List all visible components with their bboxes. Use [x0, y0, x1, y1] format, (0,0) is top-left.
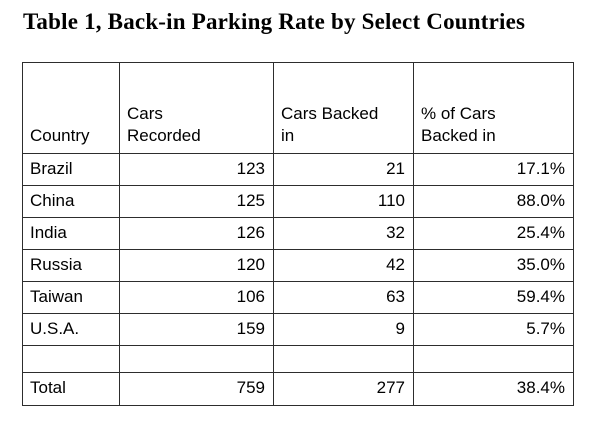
- cars-backed-in-cell: 32: [273, 217, 414, 250]
- empty-row: [22, 345, 574, 373]
- country-cell: U.S.A.: [22, 313, 120, 346]
- table-row-brazil: Brazil 123 21 17.1%: [22, 153, 574, 186]
- table-row-usa: U.S.A. 159 9 5.7%: [22, 313, 574, 346]
- total-pct-backed-in-cell: 38.4%: [413, 372, 574, 406]
- col-header-cars-backed-in: Cars Backed in: [273, 62, 414, 154]
- table-row-russia: Russia 120 42 35.0%: [22, 249, 574, 282]
- cars-backed-in-cell: 63: [273, 281, 414, 314]
- pct-backed-in-cell: 59.4%: [413, 281, 574, 314]
- parking-rate-table: Country Cars Recorded Cars Backed in % o…: [22, 62, 574, 406]
- empty-cell: [119, 345, 274, 373]
- empty-cell: [273, 345, 414, 373]
- col-header-pct-backed-in: % of Cars Backed in: [413, 62, 574, 154]
- col-header-country: Country: [22, 62, 120, 154]
- country-cell: China: [22, 185, 120, 218]
- cars-recorded-cell: 120: [119, 249, 274, 282]
- empty-cell: [22, 345, 120, 373]
- table-row-taiwan: Taiwan 106 63 59.4%: [22, 281, 574, 314]
- table-title: Table 1, Back-in Parking Rate by Select …: [23, 9, 526, 34]
- cars-recorded-cell: 106: [119, 281, 274, 314]
- pct-backed-in-cell: 25.4%: [413, 217, 574, 250]
- table-row-china: China 125 110 88.0%: [22, 185, 574, 218]
- cars-backed-in-cell: 9: [273, 313, 414, 346]
- cars-backed-in-cell: 21: [273, 153, 414, 186]
- col-header-cars-recorded: Cars Recorded: [119, 62, 274, 154]
- country-cell: Brazil: [22, 153, 120, 186]
- cars-backed-in-cell: 42: [273, 249, 414, 282]
- table-row-india: India 126 32 25.4%: [22, 217, 574, 250]
- country-cell: Taiwan: [22, 281, 120, 314]
- cars-recorded-cell: 123: [119, 153, 274, 186]
- cars-recorded-cell: 126: [119, 217, 274, 250]
- cars-recorded-cell: 159: [119, 313, 274, 346]
- table-row-total: Total 759 277 38.4%: [22, 372, 574, 406]
- country-cell: Russia: [22, 249, 120, 282]
- total-cars-recorded-cell: 759: [119, 372, 274, 406]
- pct-backed-in-cell: 17.1%: [413, 153, 574, 186]
- header-row: Country Cars Recorded Cars Backed in % o…: [22, 62, 574, 154]
- pct-backed-in-cell: 35.0%: [413, 249, 574, 282]
- total-cars-backed-in-cell: 277: [273, 372, 414, 406]
- cars-recorded-cell: 125: [119, 185, 274, 218]
- country-cell: India: [22, 217, 120, 250]
- cars-backed-in-cell: 110: [273, 185, 414, 218]
- empty-cell: [413, 345, 574, 373]
- pct-backed-in-cell: 5.7%: [413, 313, 574, 346]
- pct-backed-in-cell: 88.0%: [413, 185, 574, 218]
- total-label-cell: Total: [22, 372, 120, 406]
